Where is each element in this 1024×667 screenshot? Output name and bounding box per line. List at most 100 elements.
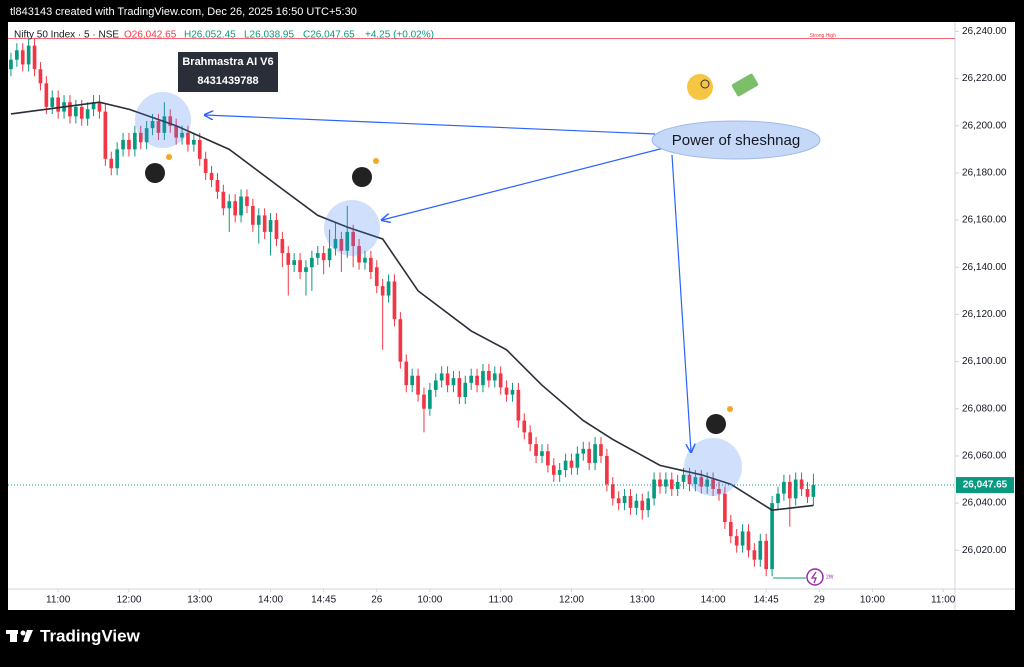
x-tick-label: 11:00	[489, 595, 514, 606]
candle-body	[581, 448, 586, 454]
candle-body	[422, 394, 426, 409]
x-tick-label: 14:00	[258, 595, 283, 606]
candle-body	[492, 373, 497, 381]
moving-average	[10, 101, 814, 512]
legend: Nifty 50 Index · 5 · NSE O26,042.65 H26,…	[14, 30, 434, 41]
candle-body	[156, 121, 161, 133]
candle-body	[469, 375, 474, 383]
candle-body	[758, 540, 763, 560]
candle-body	[457, 378, 462, 397]
emoji-icons	[687, 73, 759, 100]
candle-body	[345, 231, 350, 251]
candle-body	[410, 375, 415, 386]
candle-body	[386, 281, 391, 296]
arrows	[205, 115, 691, 452]
money-icon	[731, 73, 759, 97]
candle-body	[363, 257, 367, 263]
candle-body	[616, 498, 621, 504]
candle-body	[569, 460, 574, 468]
candle-body	[605, 455, 609, 485]
candle-body	[522, 420, 527, 433]
candle-body	[32, 45, 37, 70]
y-tick-label: 26,120.00	[962, 309, 1007, 320]
candle-body	[298, 260, 302, 272]
candle-body	[286, 253, 291, 265]
candle-body	[262, 215, 267, 232]
logo-mark	[23, 630, 33, 642]
candle-body	[487, 371, 491, 381]
candle-body	[416, 375, 420, 395]
candle-body	[121, 139, 125, 150]
x-tick-label: 14:00	[701, 595, 726, 606]
candle-body	[168, 116, 173, 126]
candle-body	[91, 102, 96, 110]
candle-body	[640, 500, 645, 511]
candle-body	[658, 479, 662, 487]
x-tick-label: 26	[371, 595, 383, 606]
candle-body	[693, 477, 698, 485]
candle-body	[174, 125, 178, 138]
candle-body	[162, 116, 167, 133]
candle-body	[669, 479, 674, 489]
candle-body	[26, 45, 31, 65]
candle-body	[557, 470, 562, 475]
candle-body	[752, 550, 757, 560]
candle-body	[280, 238, 285, 254]
candle-body	[274, 220, 279, 239]
candle-body	[50, 97, 55, 107]
candle-body	[728, 521, 733, 537]
x-tick-label: 14:45	[754, 595, 779, 606]
candle-body	[534, 444, 538, 456]
ohlc-high: H26,052.45	[184, 30, 236, 41]
candle-body	[540, 451, 544, 456]
candle-body	[563, 460, 568, 471]
candle-body	[723, 493, 727, 522]
last-price-label: 26,047.65	[963, 480, 1008, 491]
candle-body	[251, 205, 255, 225]
x-tick-label: 11:00	[931, 595, 956, 606]
logo-text: TradingView	[40, 626, 141, 645]
candle-body	[339, 238, 344, 251]
candle-body	[221, 191, 226, 209]
candle-body	[811, 485, 816, 497]
candle-body	[610, 484, 615, 499]
highlight-circle	[324, 200, 380, 256]
bomb-icon	[706, 406, 733, 434]
x-tick-label: 13:00	[630, 595, 655, 606]
candle-body	[133, 132, 137, 150]
candle-body	[498, 373, 503, 388]
y-tick-label: 26,100.00	[962, 356, 1007, 367]
candle-body	[433, 380, 438, 390]
candle-body	[687, 474, 692, 485]
highlight-circle	[684, 438, 742, 496]
candle-body	[439, 373, 444, 381]
callout-text: Power of sheshnag	[672, 132, 800, 149]
candle-body	[203, 158, 208, 173]
ohlc-open: O26,042.65	[124, 30, 177, 41]
symbol: Nifty 50 Index · 5 · NSE	[14, 30, 119, 41]
logo: TradingView	[6, 626, 141, 645]
ohlc-low: L26,038.95	[244, 30, 294, 41]
candle-body	[622, 496, 627, 504]
candle-body	[705, 479, 710, 487]
candle-body	[628, 496, 633, 508]
y-tick-label: 26,240.00	[962, 26, 1007, 37]
candle-body	[504, 387, 509, 395]
candle-body	[209, 172, 214, 181]
candle-body	[138, 132, 143, 143]
bombs	[145, 154, 733, 434]
candle-body	[805, 488, 810, 497]
candle-body	[445, 373, 450, 386]
candle-body	[215, 180, 220, 192]
x-tick-label: 13:00	[187, 595, 212, 606]
x-tick-label: 12:00	[116, 595, 141, 606]
y-tick-label: 26,220.00	[962, 73, 1007, 84]
candle-body	[551, 465, 556, 475]
box-phone: 8431439788	[197, 75, 258, 87]
candle-body	[15, 50, 19, 60]
candle-body	[664, 479, 668, 487]
candle-body	[9, 59, 13, 70]
candle-body	[380, 286, 385, 296]
face-icon	[687, 74, 713, 100]
candle-body	[587, 448, 592, 464]
